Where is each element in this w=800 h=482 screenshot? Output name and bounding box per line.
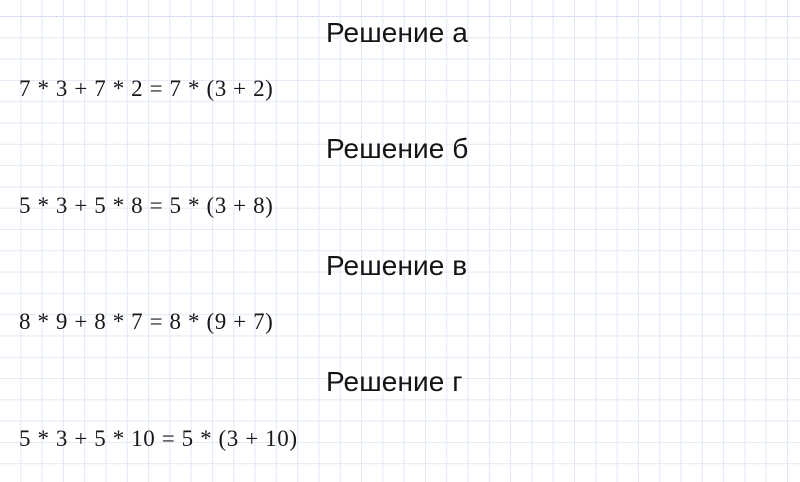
solution-equation-a: 7 * 3 + 7 * 2 = 7 * (3 + 2) <box>19 76 274 101</box>
solution-equation-b: 5 * 3 + 5 * 8 = 5 * (3 + 8) <box>19 193 274 218</box>
solution-equation-g: 5 * 3 + 5 * 10 = 5 * (3 + 10) <box>19 426 298 451</box>
solution-heading-g: Решение г <box>326 366 463 397</box>
top-dotted-rule <box>0 16 800 17</box>
solution-equation-v: 8 * 9 + 8 * 7 = 8 * (9 + 7) <box>19 309 274 334</box>
solution-heading-b: Решение б <box>326 133 469 164</box>
solution-heading-v: Решение в <box>326 250 468 281</box>
solution-heading-a: Решение а <box>326 17 468 48</box>
